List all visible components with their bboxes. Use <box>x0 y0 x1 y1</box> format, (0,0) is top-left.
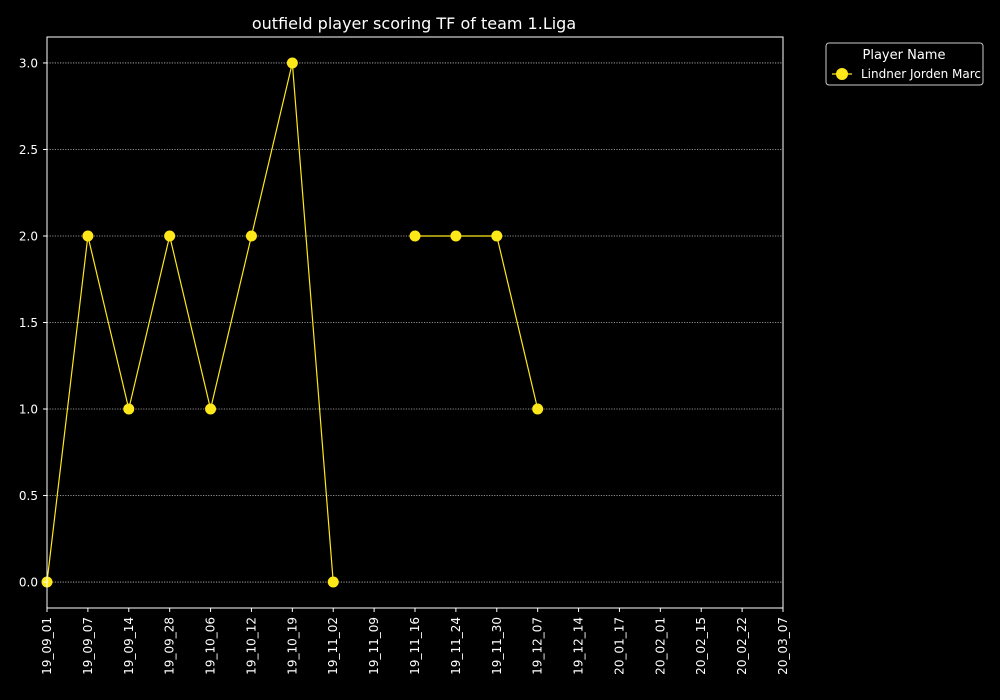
y-tick-label: 1.0 <box>19 403 38 417</box>
x-tick-label: 20_03_07 <box>776 617 790 675</box>
x-tick-label: 19_11_02 <box>326 617 340 675</box>
data-point <box>450 230 462 242</box>
x-tick-label: 19_11_16 <box>408 617 422 675</box>
x-tick-label: 19_11_24 <box>449 617 463 675</box>
data-point <box>491 230 503 242</box>
x-tick-label: 19_10_12 <box>244 617 258 675</box>
legend: Player Name Lindner Jorden Marc <box>825 42 984 86</box>
x-tick-label: 20_01_17 <box>612 617 626 675</box>
x-tick-label: 19_10_19 <box>285 617 299 675</box>
data-point <box>532 403 544 415</box>
data-point <box>82 230 94 242</box>
x-tick-label: 19_11_09 <box>367 617 381 675</box>
data-point <box>164 230 176 242</box>
x-tick-label: 20_02_15 <box>694 617 708 675</box>
x-tick-label: 20_02_01 <box>653 617 667 675</box>
series-marker-layer <box>41 57 544 588</box>
x-axis: 19_09_01 19_09_07 19_09_14 19_09_28 19_10_06… <box>40 608 790 675</box>
data-point <box>286 57 298 69</box>
legend-label: Lindner Jorden Marc <box>861 67 981 81</box>
chart-title: outfield player scoring TF of team 1.Lig… <box>252 14 576 33</box>
x-tick-label: 19_11_30 <box>490 617 504 675</box>
data-point <box>205 403 217 415</box>
x-tick-label: 19_09_07 <box>81 617 95 675</box>
y-tick-label: 0.0 <box>19 576 38 590</box>
x-tick-label: 19_09_01 <box>40 617 54 675</box>
series-line-layer <box>46 62 539 583</box>
legend-title: Player Name <box>863 48 946 63</box>
x-tick-label: 19_12_14 <box>572 617 586 675</box>
y-tick-label: 2.0 <box>19 229 38 243</box>
x-tick-label: 19_09_14 <box>122 617 136 675</box>
y-tick-label: 1.5 <box>19 316 38 330</box>
x-tick-label: 19_10_06 <box>204 617 218 675</box>
y-tick-label: 2.5 <box>19 143 38 157</box>
legend-box <box>825 42 984 86</box>
data-point <box>123 403 135 415</box>
x-tick-label: 19_09_28 <box>163 617 177 675</box>
y-axis: 0.0 0.5 1.0 1.5 2.0 2.5 3.0 <box>19 56 47 590</box>
legend-marker <box>836 68 848 80</box>
series-line-segment <box>415 235 539 410</box>
data-point <box>409 230 421 242</box>
y-tick-label: 0.5 <box>19 489 38 503</box>
series-line-segment <box>46 62 334 583</box>
x-tick-label: 20_02_22 <box>735 617 749 675</box>
data-point <box>327 576 339 588</box>
x-tick-label: 19_12_07 <box>531 617 545 675</box>
y-tick-label: 3.0 <box>19 56 38 70</box>
data-point <box>245 230 257 242</box>
